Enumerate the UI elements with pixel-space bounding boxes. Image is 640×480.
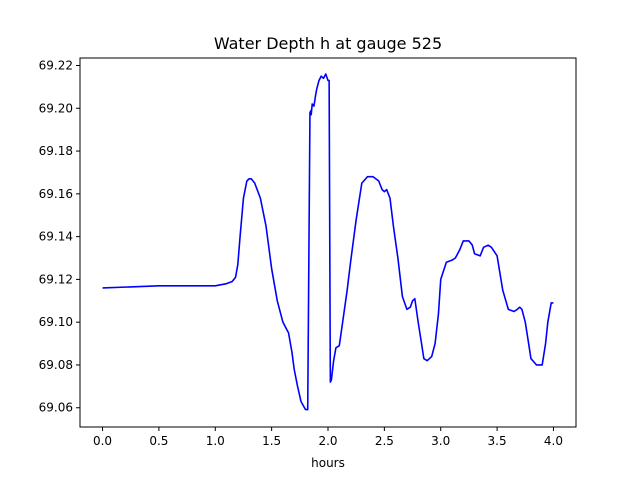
x-tick-label: 1.0 bbox=[206, 434, 225, 448]
chart-title: Water Depth h at gauge 525 bbox=[214, 34, 442, 53]
x-axis-label: hours bbox=[311, 456, 345, 470]
x-tick-label: 2.5 bbox=[375, 434, 394, 448]
y-tick-label: 69.06 bbox=[39, 401, 73, 415]
y-tick-label: 69.18 bbox=[39, 144, 73, 158]
x-tick-label: 4.0 bbox=[544, 434, 563, 448]
y-tick-label: 69.10 bbox=[39, 315, 73, 329]
y-tick-label: 69.22 bbox=[39, 58, 73, 72]
x-tick-label: 3.0 bbox=[431, 434, 450, 448]
y-tick-label: 69.16 bbox=[39, 187, 73, 201]
x-tick-label: 0.0 bbox=[93, 434, 112, 448]
x-tick-label: 0.5 bbox=[149, 434, 168, 448]
x-tick-label: 1.5 bbox=[262, 434, 281, 448]
x-tick-label: 2.0 bbox=[318, 434, 337, 448]
series-line bbox=[102, 73, 554, 411]
y-tick-label: 69.08 bbox=[39, 358, 73, 372]
y-tick-label: 69.14 bbox=[39, 230, 73, 244]
x-tick-label: 3.5 bbox=[488, 434, 507, 448]
y-tick-label: 69.20 bbox=[39, 101, 73, 115]
y-tick-label: 69.12 bbox=[39, 272, 73, 286]
y-axis: 69.06 69.08 69.10 69.12 69.14 69.16 69.18 69.20… bbox=[39, 58, 80, 415]
x-axis: 0.0 0.5 1.0 1.5 2.0 2.5 3.0 3.5 4.0 bbox=[93, 427, 563, 448]
plot-area bbox=[102, 73, 554, 411]
